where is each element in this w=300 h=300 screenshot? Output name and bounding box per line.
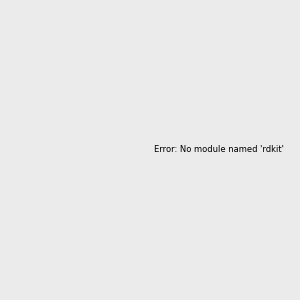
- Text: Error: No module named 'rdkit': Error: No module named 'rdkit': [154, 145, 284, 154]
